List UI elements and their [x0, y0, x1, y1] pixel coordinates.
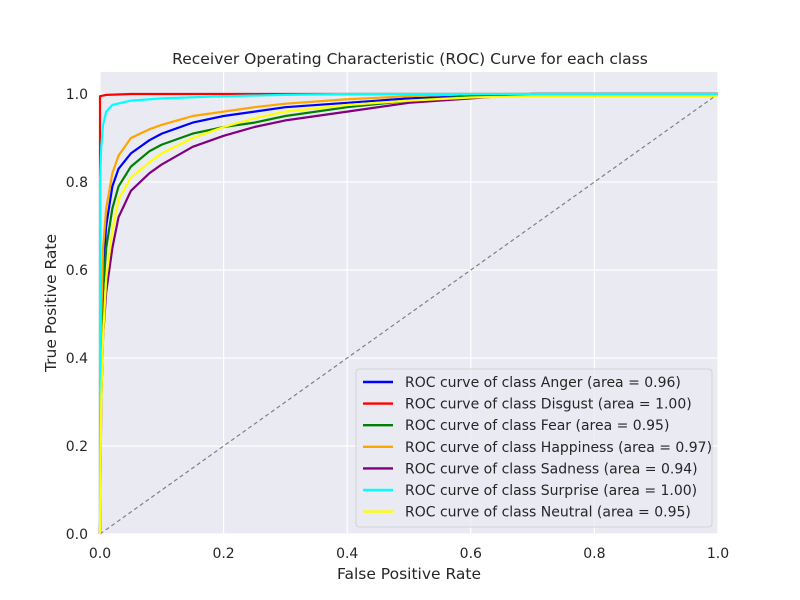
x-tick-label: 0.8 — [583, 546, 605, 562]
y-tick-labels: 0.0 0.2 0.4 0.6 0.8 1.0 — [66, 87, 88, 543]
y-tick-label: 0.2 — [66, 439, 88, 455]
y-tick-label: 0.8 — [66, 175, 88, 191]
x-tick-label: 0.0 — [89, 546, 111, 562]
legend-label-3: ROC curve of class Happiness (area = 0.9… — [405, 440, 712, 456]
x-tick-labels: 0.0 0.2 0.4 0.6 0.8 1.0 — [89, 546, 729, 562]
reference-diagonal-group — [99, 93, 719, 535]
y-axis-label: True Positive Rate — [42, 234, 60, 373]
legend-label-2: ROC curve of class Fear (area = 0.95) — [405, 418, 669, 434]
series-line-3 — [98, 92, 718, 535]
x-tick-label: 0.4 — [336, 546, 358, 562]
reference-diagonal-line — [99, 93, 719, 535]
y-tick-label: 1.0 — [66, 87, 88, 103]
x-tick-label: 1.0 — [707, 546, 729, 562]
legend-label-4: ROC curve of class Sadness (area = 0.94) — [405, 461, 698, 477]
x-axis-label: False Positive Rate — [337, 565, 481, 583]
y-tick-label: 0.6 — [66, 263, 88, 279]
legend-box — [355, 368, 713, 528]
y-tick-label: 0.4 — [66, 351, 88, 367]
series-line-5 — [98, 92, 718, 534]
legend-label-5: ROC curve of class Surprise (area = 1.00… — [405, 483, 697, 499]
chart-title: Receiver Operating Characteristic (ROC) … — [172, 50, 648, 68]
series-group — [98, 92, 718, 535]
legend-label-0: ROC curve of class Anger (area = 0.96) — [405, 375, 681, 391]
x-tick-label: 0.6 — [460, 546, 482, 562]
x-tick-label: 0.2 — [212, 546, 234, 562]
legend-label-1: ROC curve of class Disgust (area = 1.00) — [405, 397, 692, 413]
legend: ROC curve of class Anger (area = 0.96) RO… — [355, 368, 713, 528]
y-tick-label: 0.0 — [66, 527, 88, 543]
series-line-6 — [98, 95, 718, 535]
grid-lines — [99, 72, 719, 535]
legend-label-6: ROC curve of class Neutral (area = 0.95) — [405, 505, 691, 521]
